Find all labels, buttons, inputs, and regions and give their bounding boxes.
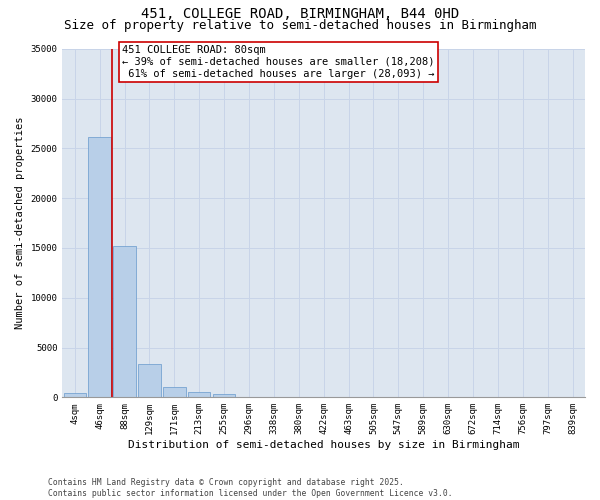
Bar [64, 394, 86, 398]
Bar [213, 394, 235, 398]
Bar [238, 396, 260, 398]
Y-axis label: Number of semi-detached properties: Number of semi-detached properties [15, 117, 25, 330]
Text: 451 COLLEGE ROAD: 80sqm
← 39% of semi-detached houses are smaller (18,208)
 61% : 451 COLLEGE ROAD: 80sqm ← 39% of semi-de… [122, 46, 435, 78]
Text: Contains HM Land Registry data © Crown copyright and database right 2025.
Contai: Contains HM Land Registry data © Crown c… [48, 478, 452, 498]
Bar [138, 364, 161, 398]
Bar [163, 387, 185, 398]
Bar [113, 246, 136, 398]
Bar [188, 392, 211, 398]
Text: 451, COLLEGE ROAD, BIRMINGHAM, B44 0HD: 451, COLLEGE ROAD, BIRMINGHAM, B44 0HD [141, 8, 459, 22]
Text: Size of property relative to semi-detached houses in Birmingham: Size of property relative to semi-detach… [64, 18, 536, 32]
X-axis label: Distribution of semi-detached houses by size in Birmingham: Distribution of semi-detached houses by … [128, 440, 520, 450]
Bar [88, 138, 111, 398]
